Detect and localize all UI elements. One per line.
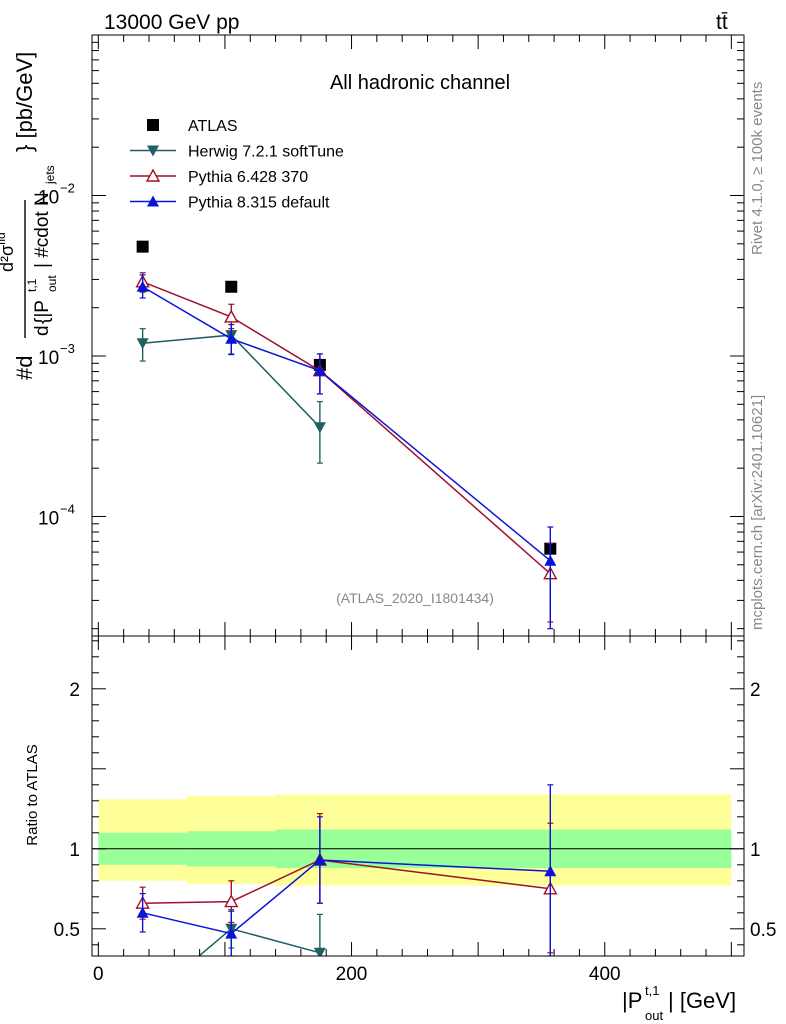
series-line bbox=[142, 281, 551, 575]
ratio-y-tick-label-right: 0.5 bbox=[750, 920, 776, 941]
data-point bbox=[225, 332, 238, 344]
ylabel-frac-bot3: out bbox=[45, 275, 59, 292]
data-point bbox=[136, 240, 149, 253]
mcplots-label: mcplots.cern.ch [arXiv:2401.10621] bbox=[749, 395, 766, 630]
data-point bbox=[544, 554, 557, 566]
rivet-version-label: Rivet 4.1.0, ≥ 100k events bbox=[749, 82, 766, 255]
ylabel-frac-top: d²σ bbox=[0, 245, 17, 272]
ylabel-frac-bot2: {|P bbox=[32, 300, 53, 324]
main-y-tick-label-exp: −4 bbox=[60, 501, 75, 516]
data-point bbox=[313, 364, 326, 376]
legend-marker bbox=[147, 195, 159, 207]
ratio-data-point bbox=[313, 947, 326, 956]
ratio-y-tick-label: 1 bbox=[69, 840, 80, 861]
main-y-axis-label: #d d²σ fid d {|P out t,1 | #cdot N jets … bbox=[0, 52, 59, 380]
ratio-series-line bbox=[142, 859, 551, 935]
data-point bbox=[136, 280, 149, 292]
ratio-plot-frame bbox=[91, 635, 745, 957]
legend-marker bbox=[147, 145, 159, 157]
legend: ATLAS Herwig 7.2.1 softTune Pythia 6.428 3… bbox=[130, 118, 344, 212]
process-label: tt̄ bbox=[716, 11, 728, 34]
ylabel-frac-bot6: jets bbox=[43, 165, 57, 185]
ratio-data-point bbox=[225, 927, 238, 939]
ylabel-num: #d bbox=[12, 356, 37, 380]
x-tick-label: 200 bbox=[336, 964, 368, 985]
xlabel-sub: out bbox=[645, 1008, 663, 1023]
series-line bbox=[142, 286, 551, 562]
ratio-y-tick-label-right: 1 bbox=[750, 840, 761, 861]
ratio-plot: 0 200 400 0.5 0.5 1 1 2 2 Ratio to ATLAS bbox=[24, 635, 776, 985]
legend-marker bbox=[145, 168, 161, 182]
energy-label: 13000 GeV pp bbox=[104, 11, 239, 34]
main-y-tick-label-exp: −2 bbox=[60, 180, 75, 195]
x-tick-label: 0 bbox=[93, 964, 104, 985]
legend-label: Pythia 8.315 default bbox=[188, 195, 330, 212]
main-plot: 10−410−310−2 All hadronic channel (ATLAS… bbox=[0, 34, 745, 637]
ylabel-frac-sup: fid bbox=[0, 232, 8, 245]
legend-label: Herwig 7.2.1 softTune bbox=[188, 144, 344, 161]
main-y-tick-label-exp: −3 bbox=[60, 341, 75, 356]
data-point bbox=[225, 280, 238, 293]
ratio-data-point bbox=[136, 906, 149, 918]
ratio-series-line bbox=[142, 859, 551, 904]
xlabel-part1: |P bbox=[622, 988, 642, 1013]
ratio-y-axis-label: Ratio to ATLAS bbox=[24, 744, 41, 845]
xlabel-sup: t,1 bbox=[645, 983, 659, 998]
legend-label: Pythia 6.428 370 bbox=[188, 169, 308, 186]
main-y-tick-label-base: 10 bbox=[38, 187, 59, 208]
ylabel-frac-bot1: d bbox=[32, 325, 53, 336]
ylabel-frac-bot5: | #cdot N bbox=[32, 192, 53, 268]
ratio-y-tick-label: 0.5 bbox=[54, 920, 80, 941]
x-tick-label: 400 bbox=[589, 964, 621, 985]
data-point bbox=[224, 309, 239, 323]
legend-marker bbox=[147, 119, 159, 131]
ratio-data-point bbox=[313, 854, 326, 865]
x-axis-label: |P out t,1 | [GeV] bbox=[622, 983, 736, 1023]
main-y-tick-label-base: 10 bbox=[38, 508, 59, 529]
ratio-y-tick-label-right: 2 bbox=[750, 680, 761, 701]
ratio-y-tick-label: 2 bbox=[69, 680, 80, 701]
ylabel-frac-bot4: t,1 bbox=[25, 278, 39, 292]
data-point bbox=[313, 422, 326, 434]
ratio-data-point bbox=[544, 865, 557, 877]
ratio-data-point bbox=[224, 894, 239, 908]
main-y-tick-label-base: 10 bbox=[38, 348, 59, 369]
main-title: All hadronic channel bbox=[330, 72, 510, 94]
ylabel-frac-bot7: } [pb/GeV] bbox=[12, 52, 37, 152]
xlabel-part2: | [GeV] bbox=[668, 988, 736, 1013]
ratio-series-line bbox=[197, 927, 321, 956]
analysis-id: (ATLAS_2020_I1801434) bbox=[336, 590, 494, 606]
legend-label: ATLAS bbox=[188, 118, 238, 135]
data-point bbox=[136, 338, 149, 350]
